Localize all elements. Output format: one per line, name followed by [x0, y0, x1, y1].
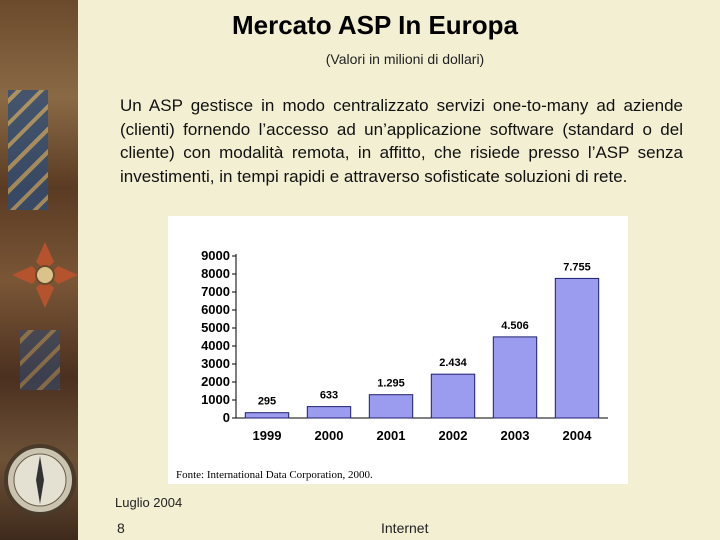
y-tick-label: 0	[223, 410, 230, 425]
bar	[492, 336, 538, 419]
y-tick-label: 1000	[201, 392, 230, 407]
slide-title: Mercato ASP In Europa	[231, 10, 519, 40]
ribbon-decoration-lower	[20, 330, 60, 390]
footer-page-number: 8	[117, 520, 125, 536]
ribbon-decoration	[8, 90, 48, 210]
bar	[368, 394, 414, 419]
data-label: 4.506	[501, 320, 529, 332]
footer-date: Luglio 2004	[115, 495, 183, 510]
data-label: 1.295	[377, 378, 405, 390]
decorative-sidebar	[0, 0, 78, 540]
x-tick-label: 2004	[563, 428, 593, 443]
data-label: 7.755	[563, 261, 591, 273]
slide-body-text: Un ASP gestisce in modo centralizzato se…	[120, 96, 683, 186]
y-tick-label: 8000	[201, 266, 230, 281]
data-label: 2.434	[439, 357, 467, 369]
x-tick-label: 2001	[377, 428, 406, 443]
chart-source-note: Fonte: International Data Corporation, 2…	[176, 469, 373, 481]
y-tick-label: 5000	[201, 320, 230, 335]
data-label: 633	[320, 390, 338, 402]
bar	[554, 277, 600, 419]
x-tick-label: 1999	[253, 428, 282, 443]
bar-chart: 0 1000 2000 3000 4000 5000 6000 7000 8000 9000 295…	[168, 216, 628, 484]
cross-medal-icon	[12, 242, 78, 308]
footer-topic: Internet	[381, 520, 429, 536]
y-tick-label: 2000	[201, 374, 230, 389]
bar-chart-canvas: 0 1000 2000 3000 4000 5000 6000 7000 8000 9000 295…	[176, 248, 608, 481]
x-tick-label: 2000	[315, 428, 344, 443]
y-tick-label: 6000	[201, 302, 230, 317]
y-tick-label: 9000	[201, 248, 230, 263]
slide-subtitle: (Valori in milioni di dollari)	[325, 51, 485, 67]
bar	[244, 412, 290, 419]
data-label: 295	[258, 396, 276, 408]
x-tick-label: 2002	[439, 428, 468, 443]
compass-icon	[4, 444, 76, 516]
bar	[430, 373, 476, 419]
y-tick-label: 3000	[201, 356, 230, 371]
y-tick-label: 7000	[201, 284, 230, 299]
x-tick-label: 2003	[501, 428, 530, 443]
y-tick-label: 4000	[201, 338, 230, 353]
bar	[306, 406, 352, 419]
